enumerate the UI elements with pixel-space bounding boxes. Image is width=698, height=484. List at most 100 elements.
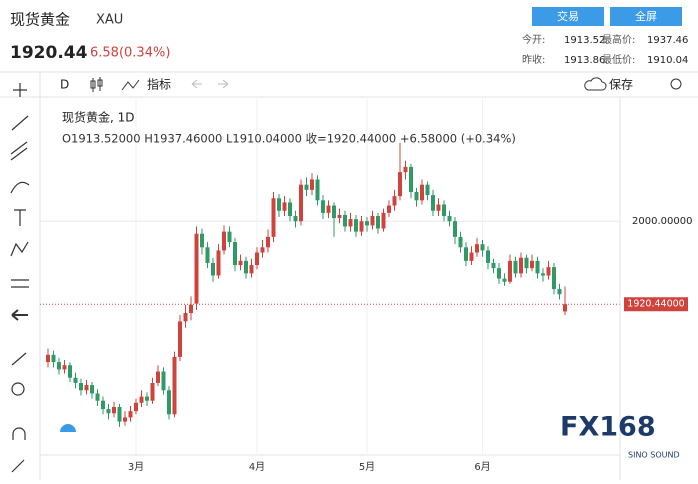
candle-icon[interactable] — [90, 77, 103, 92]
candle-body — [409, 166, 413, 192]
candle-body — [387, 205, 391, 213]
save[interactable]: 保存 — [609, 78, 633, 92]
candle-body — [183, 313, 188, 322]
symbol-name: 现货黄金 — [10, 11, 70, 29]
candle-body — [431, 195, 435, 211]
x-tick-label: 3月 — [128, 461, 144, 473]
candle-body — [128, 411, 133, 418]
candle-body — [563, 304, 567, 312]
stat-value: 1937.46 — [647, 35, 688, 46]
stat-label: 今开: — [522, 33, 545, 46]
candle-body — [310, 179, 314, 190]
candle-body — [205, 247, 210, 263]
candle-body — [337, 214, 342, 219]
candle-body — [359, 221, 364, 232]
undo[interactable] — [191, 79, 202, 89]
candle-body — [464, 247, 468, 261]
settings[interactable] — [670, 78, 682, 90]
candle-body — [57, 362, 61, 370]
interval[interactable]: D — [60, 78, 69, 92]
candle-body — [447, 215, 452, 222]
y-tick-label: 2000.00000 — [632, 216, 692, 227]
cloud-icon[interactable] — [584, 77, 607, 91]
candle-body — [458, 236, 463, 248]
trade-button-label[interactable]: 交易 — [557, 9, 579, 23]
candle-body — [244, 260, 248, 274]
candle-body — [112, 406, 116, 414]
price: 1920.44 — [10, 43, 88, 63]
candle-body — [260, 247, 265, 253]
stat-value: 1910.04 — [647, 55, 688, 66]
candle-body — [249, 265, 254, 274]
candle-body — [167, 390, 171, 415]
candle-body — [299, 184, 303, 222]
candle-body — [348, 219, 353, 227]
candle-body — [343, 214, 347, 227]
candle-body — [51, 354, 56, 363]
candle-body — [277, 198, 281, 211]
candle-body — [194, 233, 199, 304]
plot — [40, 97, 620, 455]
candle-body — [304, 184, 309, 190]
candle-body — [139, 396, 144, 403]
x-tick-label: 6月 — [474, 461, 490, 473]
candle-body — [436, 204, 441, 211]
last-price-box — [624, 297, 688, 312]
candle-body — [46, 354, 50, 363]
candle-body — [392, 196, 397, 206]
change: 6.58(0.34%) — [90, 46, 170, 61]
candle-body — [84, 385, 89, 391]
candle-body — [332, 205, 336, 219]
candle-body — [546, 267, 551, 276]
candle-body — [502, 278, 507, 282]
candle-body — [513, 260, 518, 274]
candle-body — [227, 231, 232, 243]
candle-body — [354, 219, 358, 232]
candle-body — [365, 221, 369, 226]
candle-body — [519, 257, 523, 274]
candle-body — [469, 252, 474, 261]
candle-body — [106, 409, 111, 414]
trade-button[interactable] — [532, 7, 604, 26]
candle-body — [255, 252, 259, 266]
candle-body — [293, 215, 298, 222]
stat-value: 1913.52 — [564, 35, 605, 46]
candle-body — [486, 250, 490, 263]
candle-body — [211, 262, 215, 276]
candle-body — [123, 417, 127, 422]
candle-body — [321, 200, 325, 213]
x-tick-label: 4月 — [249, 461, 265, 473]
fullscreen-button[interactable] — [610, 7, 682, 26]
candle-body — [453, 221, 457, 237]
left-tools[interactable] — [10, 83, 30, 473]
candle-body — [134, 402, 138, 412]
candle-body — [233, 242, 237, 266]
indicator-icon[interactable] — [121, 79, 140, 91]
candle-body — [161, 371, 166, 391]
candle-body — [62, 365, 67, 370]
candle-body — [271, 198, 276, 237]
indicators[interactable]: 指标 — [147, 77, 171, 92]
candle-body — [178, 321, 182, 357]
candle-body — [403, 166, 408, 173]
redo[interactable] — [218, 79, 229, 89]
candle-body — [288, 202, 292, 216]
candle-body — [282, 202, 287, 211]
candle-body — [442, 204, 446, 216]
ohlc-legend: O1913.52000 H1937.46000 L1910.04000 收=19… — [62, 132, 516, 146]
legend-title: 现货黄金, 1D — [62, 110, 135, 125]
candle-body — [370, 215, 375, 226]
symbol-code: XAU — [96, 13, 123, 28]
candle-body — [216, 250, 221, 276]
candle-body — [475, 244, 479, 253]
candle-body — [79, 382, 83, 391]
candle-body — [497, 268, 501, 279]
candle-body — [68, 365, 72, 378]
candle-body — [266, 236, 270, 248]
candle-body — [238, 260, 243, 266]
candle-body — [95, 393, 100, 401]
candle-body — [200, 233, 204, 248]
candle-body — [398, 172, 402, 197]
fullscreen-button-label[interactable]: 全屏 — [635, 9, 657, 23]
